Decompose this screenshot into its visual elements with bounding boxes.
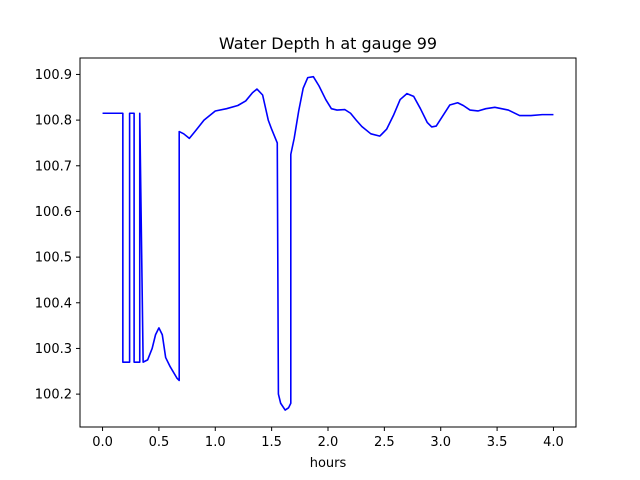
y-tick-label: 100.2	[35, 388, 72, 403]
plot-frame	[79, 57, 577, 428]
series-line-0	[102, 75, 554, 411]
y-tick-label: 100.5	[35, 251, 72, 266]
x-tick-label: 0.5	[149, 435, 170, 450]
x-tick-label: 0.0	[92, 435, 113, 450]
x-tick-label: 3.5	[487, 435, 508, 450]
y-tick-label: 100.7	[35, 159, 72, 174]
x-axis-ticks: 0.0 0.5 1.0 1.5 2.0 2.5 3.0 3.5 4.0	[92, 427, 564, 450]
y-axis-ticks: 100.2 100.3 100.4 100.5 100.6 100.7 100.8 100.9	[35, 68, 80, 403]
x-tick-label: 1.5	[261, 435, 282, 450]
y-tick-label: 100.8	[35, 114, 72, 129]
x-tick-label: 2.0	[318, 435, 339, 450]
x-axis-label: hours	[310, 456, 347, 471]
chart-title: Water Depth h at gauge 99	[219, 34, 437, 53]
x-tick-label: 3.0	[430, 435, 451, 450]
x-tick-label: 2.5	[374, 435, 395, 450]
y-tick-label: 100.6	[35, 205, 72, 220]
x-tick-label: 4.0	[543, 435, 564, 450]
y-tick-label: 100.3	[35, 342, 72, 357]
y-tick-label: 100.4	[35, 296, 72, 311]
y-tick-label: 100.9	[35, 68, 72, 83]
x-tick-label: 1.0	[205, 435, 226, 450]
plot-series-group	[102, 75, 554, 411]
